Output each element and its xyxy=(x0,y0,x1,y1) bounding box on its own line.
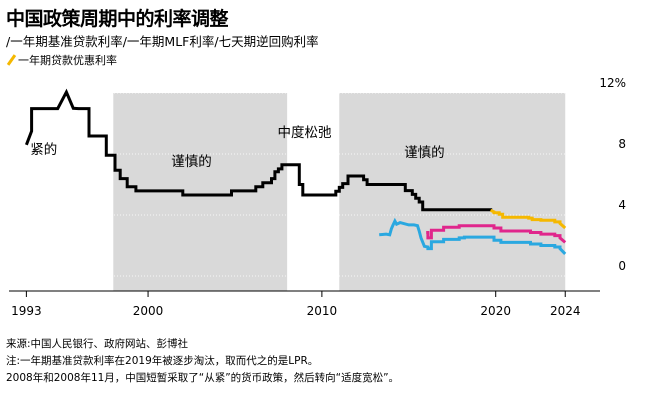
series-line-reverse_repo xyxy=(379,217,567,255)
y-tick-label-0: 0 xyxy=(618,259,626,273)
legend: 一年期贷款优惠利率 xyxy=(6,52,117,68)
x-tick-label-2010: 2010 xyxy=(307,304,338,318)
series-line-lpr xyxy=(489,208,567,230)
series-line-benchmark xyxy=(24,88,493,212)
series-lines xyxy=(24,88,567,255)
y-tick-label-8: 8 xyxy=(618,137,626,151)
x-tick-label-2024: 2024 xyxy=(550,304,581,318)
footnote-2: 2008年和2008年11月，中国短暂采取了“从紧”的货币政策，然后转向“适度宽… xyxy=(6,372,400,384)
annotation-1: 紧的 xyxy=(30,142,57,158)
chart-title: 中国政策周期中的利率调整 xyxy=(6,8,229,30)
source-note: 来源:中国人民银行、政府网站、彭博社 xyxy=(6,338,189,350)
annotation-2: 谨慎的 xyxy=(171,154,212,170)
x-tick-label-2000: 2000 xyxy=(133,304,164,318)
annotation-3: 中度松弛 xyxy=(278,125,332,141)
x-axis xyxy=(9,290,600,297)
chart-subtitle: /一年期基准贷款利率/一年期MLF利率/七天期逆回购利率 xyxy=(6,34,319,49)
footnote-1: 注:一年期基准贷款利率在2019年被逐步淘汰，取而代之的是LPR。 xyxy=(6,355,319,367)
annotation-4: 谨慎的 xyxy=(404,145,445,161)
y-tick-label-4: 4 xyxy=(618,198,626,212)
x-tick-label-2020: 2020 xyxy=(480,304,511,318)
tick-labels: 0 4 8 12% 1993 2000 2010 2020 2024 xyxy=(11,76,626,318)
x-tick-label-1993: 1993 xyxy=(11,304,42,318)
legend-label-lpr: 一年期贷款优惠利率 xyxy=(18,54,117,67)
shaded-period-2 xyxy=(339,93,566,291)
series-line-mlf xyxy=(426,224,567,244)
y-tick-label-12: 12% xyxy=(599,76,626,90)
